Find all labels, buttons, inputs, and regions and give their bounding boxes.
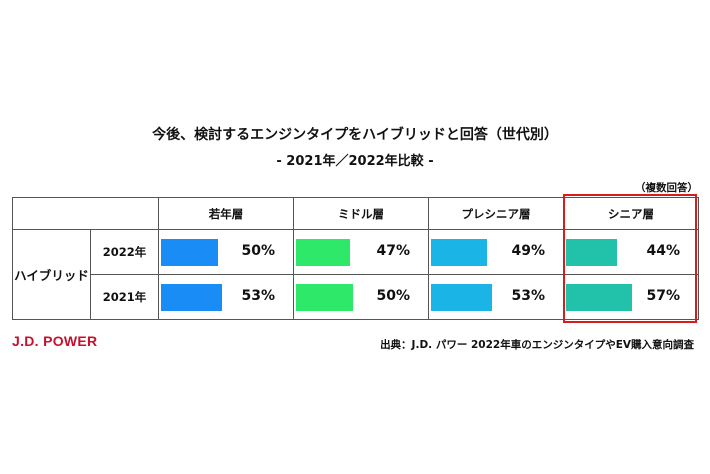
cell-2021-cat-1: 50%: [293, 274, 429, 320]
jd-power-logo: J.D. POWER: [12, 333, 98, 349]
chart-subtitle: - 2021年／2022年比較 -: [276, 154, 434, 169]
cell-2021-cat-3: 57%: [563, 274, 699, 320]
bar-2021-cat-1: [296, 284, 353, 311]
header-cat-2: プレシニア層: [428, 197, 564, 230]
cell-2022-cat-3: 44%: [563, 229, 699, 275]
bar-2021-cat-2: [431, 284, 492, 311]
source-note: 出典：J.D. パワー 2022年車のエンジンタイプやEV購入意向調査: [380, 339, 694, 351]
group-label: ハイブリッド: [12, 229, 91, 320]
header-corner: [12, 197, 159, 230]
value-label: 47%: [376, 243, 410, 259]
value-label: 49%: [511, 243, 545, 259]
bar-2022-cat-3: [566, 239, 617, 266]
cell-2022-cat-1: 47%: [293, 229, 429, 275]
cell-2021-cat-2: 53%: [428, 274, 564, 320]
multiple-answer-note: （複数回答）: [635, 182, 698, 194]
table-row: ハイブリッド 2022年 50% 47% 49% 44%: [12, 229, 699, 320]
results-table: 若年層 ミドル層 プレシニア層 シニア層 ハイブリッド 2022年 50% 47…: [12, 197, 699, 320]
value-label: 53%: [511, 288, 545, 304]
bar-2022-cat-1: [296, 239, 350, 266]
year-label: 2021年: [90, 274, 159, 320]
header-cat-3: シニア層: [563, 197, 699, 230]
chart-title: 今後、検討するエンジンタイプをハイブリッドと回答（世代別）: [152, 127, 558, 143]
value-label: 50%: [376, 288, 410, 304]
cell-2022-cat-2: 49%: [428, 229, 564, 275]
bar-2022-cat-0: [161, 239, 218, 266]
year-label: 2022年: [90, 229, 159, 275]
table-row: 2021年 53% 50% 53% 57%: [13, 274, 699, 320]
value-label: 57%: [646, 288, 680, 304]
header-cat-0: 若年層: [158, 197, 294, 230]
header-cat-1: ミドル層: [293, 197, 429, 230]
bar-2022-cat-2: [431, 239, 487, 266]
cell-2021-cat-0: 53%: [158, 274, 294, 320]
cell-2022-cat-0: 50%: [158, 229, 294, 275]
value-label: 50%: [241, 243, 275, 259]
value-label: 44%: [646, 243, 680, 259]
value-label: 53%: [241, 288, 275, 304]
header-row: 若年層 ミドル層 プレシニア層 シニア層: [12, 197, 699, 230]
bar-2021-cat-3: [566, 284, 632, 311]
bar-2021-cat-0: [161, 284, 222, 311]
